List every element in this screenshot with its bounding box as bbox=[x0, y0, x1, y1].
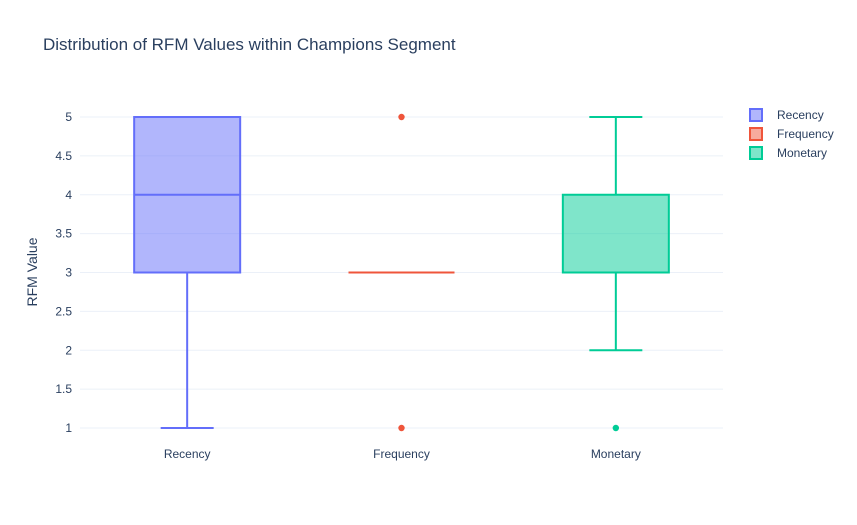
y-axis-ticks: 1 1.5 2 2.5 3 3.5 4 4.5 5 bbox=[55, 110, 72, 435]
x-tick-label: Recency bbox=[164, 447, 211, 461]
outlier-point bbox=[398, 424, 405, 432]
chart-title: Distribution of RFM Values within Champi… bbox=[43, 35, 456, 54]
y-tick-label: 3.5 bbox=[55, 227, 72, 241]
legend-label: Recency bbox=[777, 108, 824, 122]
y-tick-label: 5 bbox=[65, 110, 72, 124]
legend-swatch bbox=[749, 146, 763, 160]
y-tick-label: 2 bbox=[65, 343, 72, 357]
x-tick-label: Frequency bbox=[373, 447, 430, 461]
y-tick-label: 3 bbox=[65, 266, 72, 280]
legend-swatch bbox=[749, 108, 763, 122]
legend-label: Monetary bbox=[777, 146, 827, 160]
y-tick-label: 4 bbox=[65, 188, 72, 202]
y-tick-label: 2.5 bbox=[55, 304, 72, 318]
legend-swatch bbox=[749, 127, 763, 141]
legend-item-monetary[interactable]: Monetary bbox=[749, 146, 827, 160]
box-series bbox=[133, 113, 670, 432]
y-tick-label: 1.5 bbox=[55, 382, 72, 396]
y-tick-label: 4.5 bbox=[55, 149, 72, 163]
y-axis-title: RFM Value bbox=[24, 237, 40, 306]
box-frequency bbox=[348, 113, 455, 432]
outlier-point bbox=[612, 424, 620, 432]
y-tick-label: 1 bbox=[65, 421, 72, 435]
x-axis-ticks: Recency Frequency Monetary bbox=[164, 447, 641, 461]
x-tick-label: Monetary bbox=[591, 447, 641, 461]
legend-item-frequency[interactable]: Frequency bbox=[749, 127, 834, 141]
iqr-box bbox=[561, 193, 670, 274]
box-recency bbox=[133, 116, 242, 429]
legend-item-recency[interactable]: Recency bbox=[749, 108, 824, 122]
box-monetary bbox=[561, 116, 670, 432]
legend[interactable]: Recency Frequency Monetary bbox=[749, 108, 834, 160]
legend-label: Frequency bbox=[777, 127, 834, 141]
outlier-point bbox=[398, 113, 405, 121]
